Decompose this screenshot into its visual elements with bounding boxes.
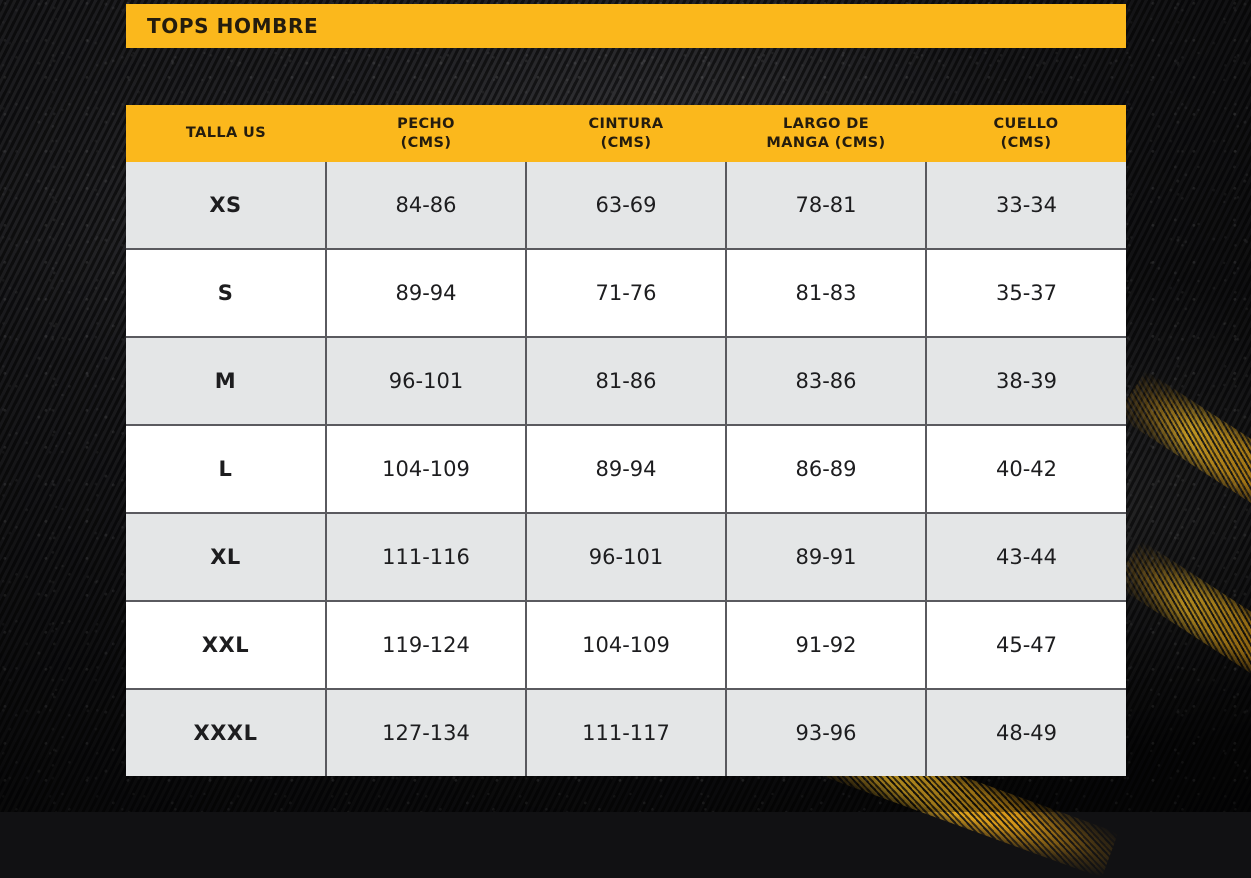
column-header-cintura-line2: (CMS) [600,134,652,151]
size-chart-content: TOPS HOMBRE TALLA US PECHO (CMS) CINTURA… [126,0,1126,776]
cell-cuello: 45-47 [926,601,1126,690]
table-row: XXXL 127-134 111-117 93-96 48-49 [126,689,1126,776]
cell-cuello: 38-39 [926,337,1126,426]
table-row: L 104-109 89-94 86-89 40-42 [126,425,1126,514]
cell-cuello: 40-42 [926,425,1126,514]
cell-pecho: 104-109 [326,425,527,514]
cell-cuello: 43-44 [926,513,1126,602]
column-header-manga-line1: LARGO DE [782,116,870,133]
cell-manga: 91-92 [726,601,927,690]
page-title: TOPS HOMBRE [147,14,319,38]
column-header-cuello-line1: CUELLO [993,116,1059,133]
cell-cintura: 63-69 [526,162,727,250]
table-row: XS 84-86 63-69 78-81 33-34 [126,162,1126,250]
cell-size: XXXL [126,689,327,776]
cell-pecho: 96-101 [326,337,527,426]
cell-cintura: 89-94 [526,425,727,514]
cell-cintura: 111-117 [526,689,727,776]
cell-cintura: 96-101 [526,513,727,602]
cell-cintura: 104-109 [526,601,727,690]
table-header: TALLA US PECHO (CMS) CINTURA (CMS) LARGO… [126,105,1126,162]
column-header-pecho: PECHO (CMS) [326,105,526,162]
column-header-cintura-line1: CINTURA [588,116,664,133]
table-row: XL 111-116 96-101 89-91 43-44 [126,513,1126,602]
cell-manga: 86-89 [726,425,927,514]
cell-pecho: 111-116 [326,513,527,602]
table-row: S 89-94 71-76 81-83 35-37 [126,249,1126,338]
column-header-talla: TALLA US [126,105,326,162]
cell-size: XL [126,513,327,602]
cell-size: M [126,337,327,426]
column-header-manga: LARGO DE MANGA (CMS) [726,105,926,162]
cell-size: S [126,249,327,338]
column-header-talla-line1: TALLA US [185,125,267,142]
cell-manga: 83-86 [726,337,927,426]
cell-size: XS [126,162,327,250]
cell-cintura: 81-86 [526,337,727,426]
cell-cuello: 48-49 [926,689,1126,776]
column-header-cuello-line2: (CMS) [1000,134,1052,151]
column-header-pecho-line2: (CMS) [400,134,452,151]
size-chart-table: TALLA US PECHO (CMS) CINTURA (CMS) LARGO… [126,105,1126,776]
table-body: XS 84-86 63-69 78-81 33-34 S 89-94 71-76… [126,162,1126,776]
cell-cintura: 71-76 [526,249,727,338]
cell-size: XXL [126,601,327,690]
cell-cuello: 33-34 [926,162,1126,250]
table-header-row: TALLA US PECHO (CMS) CINTURA (CMS) LARGO… [126,105,1126,162]
cell-pecho: 84-86 [326,162,527,250]
cell-pecho: 119-124 [326,601,527,690]
cell-manga: 81-83 [726,249,927,338]
column-header-cintura: CINTURA (CMS) [526,105,726,162]
table-row: M 96-101 81-86 83-86 38-39 [126,337,1126,426]
cell-manga: 78-81 [726,162,927,250]
title-banner: TOPS HOMBRE [126,4,1126,48]
cell-manga: 89-91 [726,513,927,602]
column-header-cuello: CUELLO (CMS) [926,105,1126,162]
cell-pecho: 89-94 [326,249,527,338]
cell-cuello: 35-37 [926,249,1126,338]
cell-manga: 93-96 [726,689,927,776]
table-row: XXL 119-124 104-109 91-92 45-47 [126,601,1126,690]
cell-size: L [126,425,327,514]
column-header-pecho-line1: PECHO [397,116,455,133]
cell-pecho: 127-134 [326,689,527,776]
column-header-manga-line2: MANGA (CMS) [766,134,886,151]
